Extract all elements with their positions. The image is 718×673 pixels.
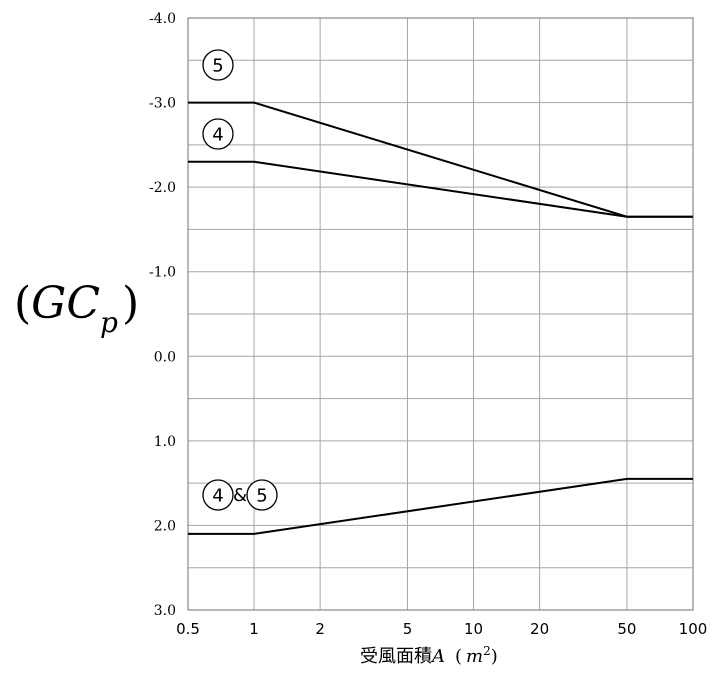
annotation-ampersand: & — [233, 485, 247, 506]
x-tick-label: 5 — [403, 620, 413, 638]
x-tick-labels: 0.5 1 2 5 10 20 50 100 — [176, 620, 707, 638]
x-tick-label: 20 — [530, 620, 549, 638]
annotation-circle — [246, 479, 278, 511]
annotation-2: 4 — [202, 118, 234, 150]
y-tick-label: 0.0 — [154, 349, 176, 365]
annotation-circle — [202, 118, 234, 150]
y-tick-label: -1.0 — [149, 265, 176, 281]
series-line-3 — [188, 477, 693, 535]
series-line-1 — [188, 101, 693, 218]
plot-frame — [187, 17, 694, 611]
annotation-3: 4 & 5 — [202, 479, 278, 511]
y-tick-label: -3.0 — [149, 96, 176, 112]
y-tick-labels: -4.0 -3.0 -2.0 -1.0 0.0 1.0 2.0 3.0 — [149, 11, 176, 619]
x-tick-label: 2 — [315, 620, 325, 638]
y-tick-label: -4.0 — [149, 11, 176, 27]
annotation-number: 5 — [212, 56, 223, 77]
series-lines — [188, 101, 693, 535]
annotation-circle — [202, 49, 234, 81]
y-tick-label: 1.0 — [154, 434, 176, 450]
y-axis-label: (GCp) — [14, 278, 139, 339]
x-tick-label: 0.5 — [176, 620, 200, 638]
annotation-circle — [202, 479, 234, 511]
annotation-number: 4 — [212, 486, 223, 507]
x-tick-label: 100 — [679, 620, 708, 638]
x-tick-label: 50 — [617, 620, 636, 638]
annotations: 544 & 5 — [202, 49, 278, 511]
y-gridlines — [188, 17, 693, 611]
y-tick-label: -2.0 — [149, 180, 176, 196]
annotation-1: 5 — [202, 49, 234, 81]
y-tick-label: 3.0 — [154, 603, 176, 619]
x-axis-label: 受風面積A(m2) — [360, 644, 498, 667]
annotation-number: 4 — [212, 125, 223, 146]
series-line-2 — [188, 160, 693, 218]
x-tick-label: 10 — [464, 620, 483, 638]
x-tick-label: 1 — [249, 620, 259, 638]
annotation-number: 5 — [256, 486, 267, 507]
y-tick-label: 2.0 — [154, 518, 176, 534]
